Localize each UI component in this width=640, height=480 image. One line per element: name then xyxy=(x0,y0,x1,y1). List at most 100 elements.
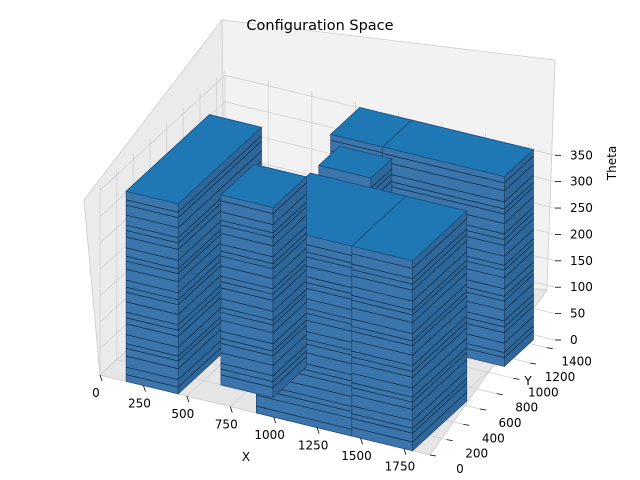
y-tick-mark xyxy=(463,423,470,426)
y-tick-label: 1000 xyxy=(528,385,559,399)
y-tick-label: 600 xyxy=(499,416,522,430)
y-tick-label: 400 xyxy=(482,431,505,445)
voxel-layer-line xyxy=(220,257,307,290)
z-tick-label: 100 xyxy=(570,280,593,294)
voxel-layer-line xyxy=(220,312,307,345)
voxel-layer-line xyxy=(351,218,468,269)
voxel-layer-line xyxy=(351,251,468,302)
y-axis-label: Y xyxy=(523,374,532,388)
y-tick-mark xyxy=(429,454,437,457)
voxel-layer-line xyxy=(220,226,307,258)
voxel-layer-line xyxy=(351,234,468,285)
x-tick-mark xyxy=(316,427,320,434)
x-tick-label: 250 xyxy=(128,397,151,411)
voxel-layer-line xyxy=(220,182,307,214)
voxel-layer-line xyxy=(351,295,468,347)
voxel-layer-line xyxy=(351,315,468,367)
y-tick-label: 200 xyxy=(465,447,488,461)
block-top-face xyxy=(220,163,308,209)
voxel-layer-line xyxy=(351,352,468,403)
voxel-layer-line xyxy=(220,237,307,270)
voxel-layer-line xyxy=(351,370,468,421)
z-tick-label: 0 xyxy=(570,333,578,347)
x-tick-mark xyxy=(99,374,103,382)
voxel-layer-line xyxy=(351,272,468,323)
block-top-face xyxy=(350,195,468,262)
block-side-face xyxy=(272,176,307,399)
voxel-layer-line xyxy=(351,283,468,335)
y-tick-label: 800 xyxy=(515,401,538,415)
z-tick-label: 200 xyxy=(570,227,593,241)
voxel-layer-line xyxy=(351,347,468,398)
voxel-layer-line xyxy=(220,215,307,247)
block-side-face xyxy=(503,148,534,368)
voxel-layer-line xyxy=(351,391,468,443)
x-tick-label: 750 xyxy=(215,418,238,432)
chart-title: Configuration Space xyxy=(246,18,393,34)
voxel-layer-line xyxy=(220,294,307,326)
voxel-layer-line xyxy=(351,290,468,342)
voxel-layer-line xyxy=(126,150,262,229)
voxel-layer-line xyxy=(220,193,307,225)
x-axis-label: X xyxy=(242,450,250,464)
y-tick-mark xyxy=(446,439,453,442)
voxel-layer-line xyxy=(351,378,468,429)
voxel-layer-line xyxy=(220,269,307,301)
z-tick-label: 250 xyxy=(570,201,593,215)
block-top-face xyxy=(381,119,535,177)
x-tick-label: 0 xyxy=(92,386,100,400)
y-tick-label: 1400 xyxy=(561,355,592,369)
block-top-face xyxy=(125,114,263,205)
voxel-layer-line xyxy=(220,334,307,366)
voxel-layer-line xyxy=(382,184,534,215)
y-tick-mark xyxy=(496,393,503,396)
y-tick-mark xyxy=(513,377,520,380)
voxel-layer-line xyxy=(220,206,307,239)
block-front-face xyxy=(220,194,274,398)
voxel-layer-line xyxy=(220,247,307,279)
x-tick-mark xyxy=(186,395,190,403)
voxel-layer-line xyxy=(351,383,468,434)
obstacle-block xyxy=(220,163,308,399)
x-tick-label: 1250 xyxy=(298,439,329,453)
voxel-layer-line xyxy=(220,344,307,377)
y-tick-label: 0 xyxy=(456,462,464,476)
block-top-face xyxy=(317,145,393,179)
voxel-layer-line xyxy=(351,264,468,316)
z-axis-label: Theta xyxy=(605,146,619,181)
voxel-layer-line xyxy=(351,305,468,356)
voxel-layer-line xyxy=(382,161,534,192)
voxel-layer-line xyxy=(351,321,468,372)
x-tick-mark xyxy=(360,438,363,445)
voxel-layer-line xyxy=(220,325,307,357)
x-tick-mark xyxy=(273,416,277,424)
voxel-layer-line xyxy=(220,320,307,352)
voxel-layer-line xyxy=(382,179,534,210)
obstacle-block xyxy=(350,195,468,452)
x-tick-label: 1500 xyxy=(341,449,372,463)
obstacle-blocks xyxy=(125,107,535,452)
x-tick-mark xyxy=(229,406,233,413)
z-tick-label: 300 xyxy=(570,175,593,189)
voxel-layer-line xyxy=(351,228,468,280)
x-tick-mark xyxy=(143,385,146,392)
z-tick-label: 350 xyxy=(570,148,593,162)
voxel-layer-line xyxy=(220,280,307,312)
voxel-layer-line xyxy=(220,356,307,388)
voxel-layer-line xyxy=(220,263,307,295)
voxel-layer-line xyxy=(382,153,534,184)
x-tick-label: 1750 xyxy=(385,460,416,474)
z-tick-label: 150 xyxy=(570,254,593,268)
voxel-layer-line xyxy=(382,172,534,203)
voxel-layer-line xyxy=(126,135,262,213)
x-tick-label: 1000 xyxy=(254,428,285,442)
voxel-layer-line xyxy=(220,232,307,265)
y-tick-label: 1200 xyxy=(545,370,576,384)
voxel-layer-line xyxy=(126,140,262,219)
z-tick-label: 50 xyxy=(570,307,585,321)
voxel-layer-line xyxy=(351,327,468,378)
voxel-layer-line xyxy=(351,337,468,389)
y-tick-mark xyxy=(529,362,537,365)
